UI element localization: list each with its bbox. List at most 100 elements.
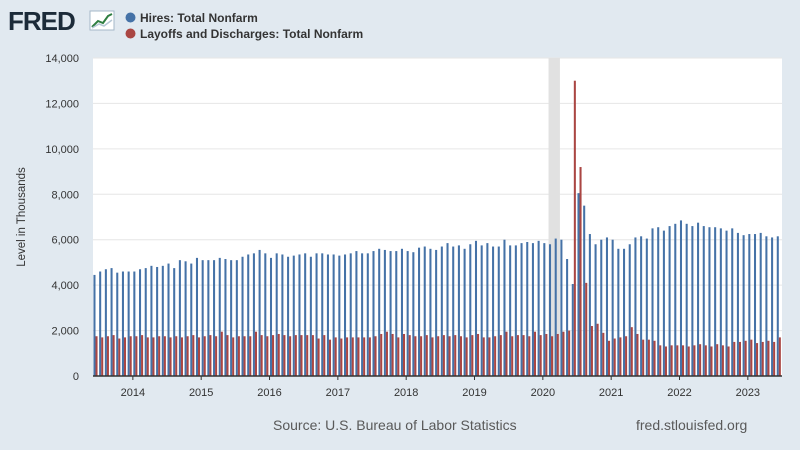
bar-layoffs [733, 341, 736, 376]
bar-hires [201, 260, 204, 376]
bars [93, 80, 781, 376]
legend-item-layoffs[interactable]: Layoffs and Discharges: Total Nonfarm [125, 27, 364, 41]
fred-logo[interactable]: FRED [8, 6, 115, 36]
bar-layoffs [750, 339, 753, 376]
bar-layoffs [499, 335, 502, 376]
bar-layoffs [146, 337, 149, 376]
bar-hires [173, 268, 176, 376]
bar-hires [452, 246, 455, 376]
bar-hires [531, 243, 534, 376]
bar-layoffs [408, 335, 411, 376]
bar-layoffs [727, 346, 730, 376]
bar-layoffs [346, 337, 349, 376]
bar-layoffs [391, 333, 394, 376]
bar-hires [668, 226, 671, 376]
legend-item-hires[interactable]: Hires: Total Nonfarm [125, 11, 258, 25]
bar-hires [207, 260, 210, 376]
bar-hires [156, 266, 159, 376]
x-tick-label: 2019 [462, 387, 486, 399]
bar-layoffs [562, 331, 565, 376]
x-tick-label: 2017 [326, 387, 350, 399]
bar-hires [628, 244, 631, 376]
bar-hires [486, 243, 489, 376]
bar-layoffs [277, 333, 280, 376]
bar-hires [235, 260, 238, 376]
bar-hires [509, 245, 512, 376]
x-tick-label: 2020 [531, 387, 555, 399]
bar-layoffs [243, 336, 246, 376]
recession-shading [548, 58, 560, 376]
bar-hires [178, 260, 181, 376]
bar-hires [634, 237, 637, 376]
bar-layoffs [602, 332, 605, 376]
bar-hires [309, 256, 312, 376]
bar-layoffs [528, 336, 531, 376]
bar-layoffs [129, 336, 132, 376]
bar-layoffs [249, 336, 252, 376]
y-axis-title: Level in Thousands [16, 167, 28, 267]
bar-layoffs [414, 336, 417, 376]
y-axis-ticks: 0 2,000 4,000 6,000 8,000 10,000 12,000 14,000 [45, 53, 79, 383]
bar-layoffs [266, 336, 269, 376]
bar-layoffs [721, 345, 724, 376]
bar-layoffs [676, 345, 679, 376]
bar-hires [423, 246, 426, 376]
bar-hires [281, 254, 284, 376]
bar-hires [463, 248, 466, 376]
bar-layoffs [209, 335, 212, 376]
bar-hires [326, 254, 329, 376]
bar-hires [679, 220, 683, 376]
bar-hires [99, 271, 102, 376]
bar-layoffs [272, 335, 275, 376]
bar-hires [241, 256, 244, 376]
bar-hires [378, 248, 381, 376]
bar-layoffs [198, 337, 201, 376]
bar-layoffs [573, 80, 576, 376]
bar-layoffs [260, 335, 263, 376]
bar-layoffs [585, 282, 588, 376]
bar-layoffs [317, 338, 320, 376]
bar-layoffs [420, 336, 423, 376]
bar-hires [714, 227, 717, 376]
legend-label-hires: Hires: Total Nonfarm [140, 11, 258, 25]
bar-hires [127, 271, 130, 376]
fred-site-link[interactable]: fred.stlouisfed.org [636, 417, 747, 433]
bar-layoffs [613, 338, 616, 376]
bar-hires [765, 236, 768, 376]
bar-layoffs [687, 346, 690, 376]
x-tick-label: 2016 [257, 387, 281, 399]
bar-hires [395, 251, 398, 376]
bar-hires [93, 274, 96, 376]
bar-hires [429, 248, 432, 376]
bar-layoffs [425, 335, 428, 376]
bar-hires [566, 259, 569, 376]
y-tick-label: 4,000 [51, 280, 79, 292]
bar-layoffs [539, 335, 542, 376]
bar-layoffs [545, 333, 548, 376]
bar-layoffs [619, 337, 622, 376]
bar-hires [150, 265, 153, 376]
bar-hires [269, 257, 273, 376]
bar-layoffs [556, 333, 559, 376]
bar-hires [366, 253, 369, 376]
bar-layoffs [106, 336, 109, 376]
bar-layoffs [175, 336, 178, 376]
bar-layoffs [505, 331, 508, 376]
fred-logo-graph-icon [89, 10, 115, 31]
bar-hires [520, 243, 523, 376]
bar-layoffs [778, 337, 781, 376]
bar-hires [577, 193, 580, 376]
bar-hires [349, 253, 352, 376]
bar-layoffs [636, 333, 639, 376]
bar-layoffs [494, 336, 497, 376]
bar-layoffs [767, 340, 770, 376]
bar-layoffs [738, 341, 742, 376]
bar-hires [361, 253, 364, 376]
legend-marker-hires [125, 12, 136, 23]
bar-layoffs [431, 337, 434, 376]
bar-hires [315, 253, 318, 376]
bar-hires [503, 239, 506, 376]
bar-hires [497, 246, 500, 376]
bar-hires [469, 244, 472, 376]
bar-layoffs [402, 333, 406, 376]
